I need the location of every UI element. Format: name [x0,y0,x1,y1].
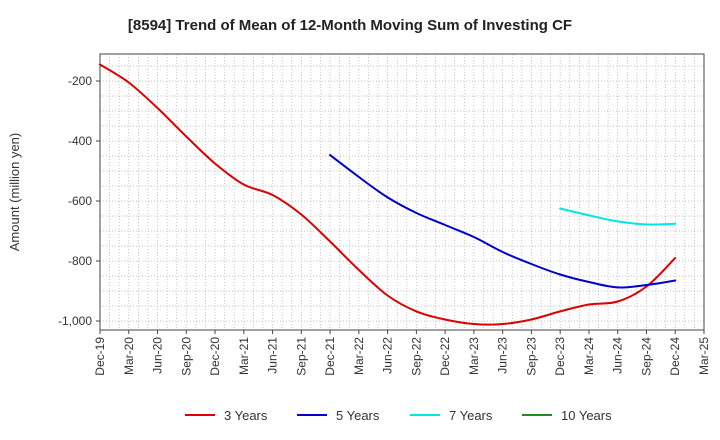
series-line-7-years [559,207,677,226]
x-tick-label: Sep-24 [639,337,653,376]
x-tick-label: Sep-20 [179,337,193,376]
x-axis: Dec-19 Mar-20 Jun-20 Sep-20 Dec-20 Mar-21 Jun-… [93,330,711,376]
x-tick-label: Jun-24 [611,337,625,374]
x-tick-label: Jun-23 [496,337,510,374]
x-tick-label: Dec-23 [553,337,567,376]
plot-frame [99,53,705,331]
x-tick-label: Sep-21 [294,337,308,376]
x-tick-label: Dec-19 [93,337,107,376]
legend-label-7-years: 7 Years [449,408,493,423]
legend: 3 Years 5 Years 7 Years 10 Years [185,408,612,423]
y-axis-label: Amount (million yen) [7,133,22,252]
x-tick-label: Jun-20 [151,337,165,374]
x-tick-label: Jun-22 [381,337,395,374]
y-tick-label: -200 [68,74,92,88]
y-tick-label: -600 [68,194,92,208]
x-tick-label: Mar-22 [352,337,366,375]
x-tick-label: Mar-21 [237,337,251,375]
y-tick-label: -400 [68,134,92,148]
series-line-5-years [329,154,677,289]
legend-label-5-years: 5 Years [336,408,380,423]
x-tick-label: Sep-23 [524,337,538,376]
x-tick-label: Mar-23 [467,337,481,375]
series-lines [99,63,677,326]
x-tick-label: Dec-20 [208,337,222,376]
x-tick-label: Sep-22 [409,337,423,376]
x-tick-label: Dec-21 [323,337,337,376]
y-tick-label: -800 [68,254,92,268]
y-axis: -200 -400 -600 -800 -1,000 [58,74,100,328]
x-tick-label: Mar-25 [697,337,711,375]
y-tick-label: -1,000 [58,314,92,328]
x-tick-label: Mar-20 [122,337,136,375]
x-tick-label: Mar-24 [582,337,596,375]
chart-title: [8594] Trend of Mean of 12-Month Moving … [128,17,572,34]
x-tick-label: Dec-22 [438,337,452,376]
legend-label-3-years: 3 Years [224,408,268,423]
grid [100,54,704,330]
legend-label-10-years: 10 Years [561,408,612,423]
series-line-3-years [99,63,677,326]
x-tick-label: Jun-21 [266,337,280,374]
x-tick-label: Dec-24 [668,337,682,376]
